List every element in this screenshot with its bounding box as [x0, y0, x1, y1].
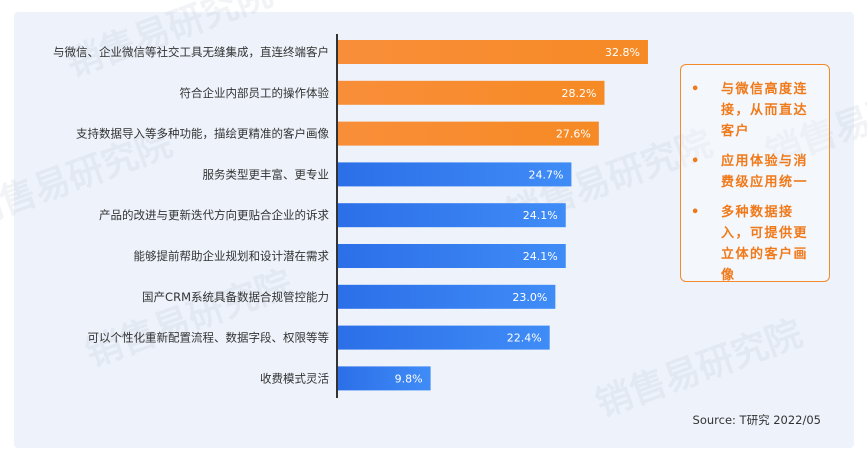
note-text: 多种数据接入，可提供更立体的客户画像 — [721, 205, 809, 283]
bar — [338, 203, 566, 228]
bar — [338, 244, 566, 268]
source-note: Source: T研究 2022/05 — [692, 413, 821, 427]
note-item: • 应用体验与消费级应用统一 — [691, 151, 821, 193]
bullet-icon: • — [691, 154, 701, 169]
bar — [338, 121, 599, 146]
category-label: 国产CRM系统具备数据合规管控能力 — [142, 290, 329, 304]
bullet-icon: • — [691, 205, 701, 220]
data-label: 23.0% — [512, 291, 547, 304]
bar — [338, 40, 648, 64]
data-label: 24.7% — [528, 168, 563, 181]
category-label: 支持数据导入等多种功能，描绘更精准的客户画像 — [76, 127, 329, 141]
note-text: 应用体验与消费级应用统一 — [721, 154, 809, 190]
category-label: 服务类型更丰富、更专业 — [203, 167, 330, 181]
note-item: • 与微信高度连接，从而直达客户 — [691, 79, 821, 142]
data-label: 32.8% — [605, 46, 640, 59]
bullet-icon: • — [691, 82, 701, 97]
data-label: 22.4% — [507, 332, 542, 345]
data-label: 27.6% — [556, 128, 591, 141]
category-label: 可以个性化重新配置流程、数据字段、权限等等 — [88, 331, 330, 345]
bar — [338, 284, 556, 309]
category-label: 与微信、企业微信等社交工具无缝集成，直连终端客户 — [53, 45, 329, 59]
note-item: • 多种数据接入，可提供更立体的客户画像 — [691, 202, 821, 286]
key-findings-box: • 与微信高度连接，从而直达客户 • 应用体验与消费级应用统一 • 多种数据接入，可提… — [680, 64, 830, 283]
bar — [338, 366, 431, 391]
category-label: 符合企业内部员工的操作体验 — [180, 86, 330, 100]
data-label: 9.8% — [395, 372, 423, 385]
bar — [338, 325, 550, 350]
data-label: 24.1% — [523, 250, 558, 263]
category-label: 产品的改进与更新迭代方向更贴合企业的诉求 — [99, 208, 329, 222]
category-label: 收费模式灵活 — [260, 371, 329, 385]
bar — [338, 80, 605, 105]
note-text: 与微信高度连接，从而直达客户 — [721, 82, 809, 139]
category-label: 能够提前帮助企业规划和设计潜在需求 — [134, 249, 330, 263]
data-label: 28.2% — [562, 87, 597, 100]
data-label: 24.1% — [523, 209, 558, 222]
bar — [338, 162, 572, 187]
